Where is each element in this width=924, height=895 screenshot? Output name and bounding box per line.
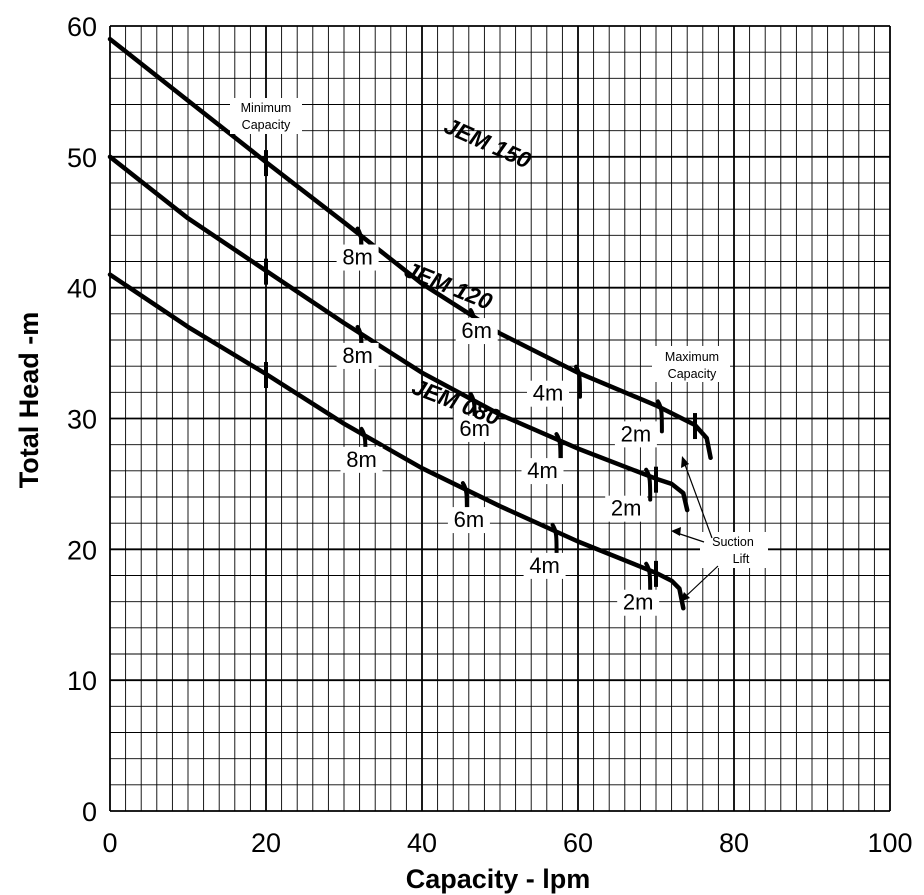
suction-lift-label: 4m	[529, 553, 560, 578]
x-tick-label: 100	[867, 828, 912, 858]
suction-lift-label-bg	[521, 458, 564, 485]
maximum-capacity-note: Maximum Capacity	[652, 346, 730, 382]
suction-arrowhead-1	[681, 456, 689, 468]
suction-lift-label-bg	[605, 495, 648, 522]
y-tick-label: 10	[67, 666, 97, 696]
suction-arrow-3	[683, 565, 719, 599]
suction-arrowhead-3	[680, 592, 690, 602]
suction-arrowhead-2	[671, 527, 681, 536]
suction-lift-hook	[644, 467, 653, 502]
series-name-label: JEM 120	[401, 256, 496, 315]
suction-lift-label: 8m	[342, 245, 373, 270]
x-axis-title: Capacity - lpm	[406, 864, 591, 894]
suction-lift-label: 6m	[459, 416, 490, 441]
suction-lift-label: 2m	[611, 496, 642, 521]
series-line	[107, 36, 713, 461]
suction-lift-label: 2m	[623, 590, 654, 615]
suction-lift-line2: Lift	[733, 552, 750, 566]
suction-lift-label-bg	[614, 421, 657, 448]
y-tick-label: 30	[67, 405, 97, 435]
suction-arrow-1	[683, 461, 713, 539]
suction-lift-hook	[550, 522, 559, 557]
suction-lift-label-bg	[455, 318, 498, 345]
min-capacity-line1: Minimum	[241, 101, 292, 115]
suction-lift-label-bg	[453, 415, 496, 442]
max-capacity-line1: Maximum	[665, 350, 719, 364]
suction-lift-hook	[655, 399, 664, 434]
grid	[109, 25, 891, 812]
x-tick-labels: 0 20 40 60 80 100	[102, 828, 912, 858]
suction-lift-line1: Suction	[712, 535, 754, 549]
min-capacity-line2: Capacity	[242, 118, 291, 132]
suction-lift-label-bg	[523, 552, 566, 579]
y-tick-label: 0	[82, 797, 97, 827]
suction-lift-note: Suction Lift	[671, 456, 768, 602]
x-tick-label: 0	[102, 828, 117, 858]
suction-lift-label: 2m	[621, 421, 652, 446]
series-line	[107, 154, 690, 513]
series-name-label: JEM 150	[440, 112, 535, 173]
suction-lift-label: 6m	[454, 507, 485, 532]
suction-lift-label: 8m	[346, 447, 377, 472]
suction-lift-label: 8m	[342, 343, 373, 368]
suction-lift-hook	[644, 561, 653, 596]
y-tick-label: 60	[67, 12, 97, 42]
suction-lift-label: 4m	[533, 381, 564, 406]
suction-lift-hook	[574, 364, 582, 399]
suction-lift-label-bg	[340, 446, 383, 473]
x-tick-label: 40	[407, 828, 437, 858]
x-tick-label: 60	[563, 828, 593, 858]
minimum-capacity-note: Minimum Capacity	[230, 98, 302, 134]
y-axis-title: Total Head -m	[14, 312, 44, 489]
suction-lift-label: 4m	[527, 458, 558, 483]
x-tick-label: 80	[719, 828, 749, 858]
suction-lift-label-bg	[617, 589, 660, 616]
y-tick-label: 50	[67, 143, 97, 173]
suction-lift-label-bg	[447, 507, 490, 534]
suction-lift-label-bg	[336, 342, 379, 369]
y-tick-label: 40	[67, 274, 97, 304]
series-1: 8m 6m 4m 2m JEM 120	[107, 154, 690, 522]
x-tick-label: 20	[251, 828, 281, 858]
suction-lift-label-bg	[336, 244, 379, 271]
y-tick-labels: 0 10 20 30 40 50 60	[67, 12, 97, 827]
series-line	[107, 272, 686, 611]
suction-lift-label: 6m	[461, 318, 492, 343]
y-tick-label: 20	[67, 535, 97, 565]
max-capacity-line2: Capacity	[668, 367, 717, 381]
suction-lift-label-bg	[527, 380, 569, 407]
